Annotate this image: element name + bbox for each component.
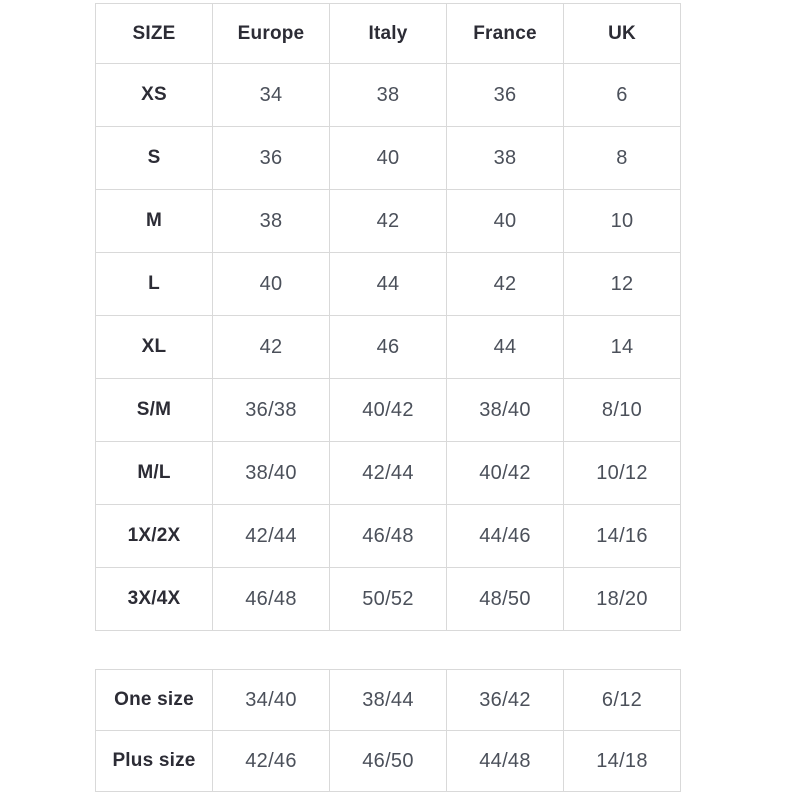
onesize-table-body: One size 34/40 38/44 36/42 6/12 Plus siz…: [95, 669, 681, 792]
value-cell: 46: [329, 315, 447, 379]
size-label-cell: 3X/4X: [95, 567, 213, 631]
value-cell: 44: [329, 252, 447, 316]
table-row-3x4x: 3X/4X 46/48 50/52 48/50 18/20: [95, 567, 681, 631]
column-header-france: France: [446, 3, 564, 64]
size-conversion-table: SIZE Europe Italy France UK XS 34 38 36 …: [95, 3, 681, 631]
column-header-europe: Europe: [212, 3, 330, 64]
column-header-italy: Italy: [329, 3, 447, 64]
value-cell: 12: [563, 252, 681, 316]
table-row-plussize: Plus size 42/46 46/50 44/48 14/18: [95, 730, 681, 792]
value-cell: 40/42: [329, 378, 447, 442]
table-row-onesize: One size 34/40 38/44 36/42 6/12: [95, 669, 681, 731]
value-cell: 8: [563, 126, 681, 190]
table-row-l: L 40 44 42 12: [95, 252, 681, 316]
value-cell: 42: [446, 252, 564, 316]
value-cell: 36/38: [212, 378, 330, 442]
value-cell: 44/48: [446, 730, 564, 792]
size-charts-container: SIZE Europe Italy France UK XS 34 38 36 …: [95, 3, 681, 792]
onesize-plussize-table: One size 34/40 38/44 36/42 6/12 Plus siz…: [95, 669, 681, 792]
value-cell: 36: [212, 126, 330, 190]
size-label-cell: 1X/2X: [95, 504, 213, 568]
value-cell: 42/44: [329, 441, 447, 505]
column-header-size: SIZE: [95, 3, 213, 64]
value-cell: 40: [329, 126, 447, 190]
table-row-ml: M/L 38/40 42/44 40/42 10/12: [95, 441, 681, 505]
value-cell: 42/46: [212, 730, 330, 792]
value-cell: 42: [212, 315, 330, 379]
value-cell: 38: [446, 126, 564, 190]
value-cell: 10/12: [563, 441, 681, 505]
value-cell: 14/18: [563, 730, 681, 792]
value-cell: 14: [563, 315, 681, 379]
header-row: SIZE Europe Italy France UK: [95, 3, 681, 64]
value-cell: 50/52: [329, 567, 447, 631]
size-label-cell: XL: [95, 315, 213, 379]
value-cell: 40: [212, 252, 330, 316]
value-cell: 38/44: [329, 669, 447, 731]
size-label-cell: S: [95, 126, 213, 190]
value-cell: 40/42: [446, 441, 564, 505]
value-cell: 36/42: [446, 669, 564, 731]
value-cell: 36: [446, 63, 564, 127]
value-cell: 18/20: [563, 567, 681, 631]
size-label-cell: One size: [95, 669, 213, 731]
value-cell: 6: [563, 63, 681, 127]
value-cell: 38/40: [446, 378, 564, 442]
value-cell: 38: [212, 189, 330, 253]
size-table-header: SIZE Europe Italy France UK: [95, 3, 681, 64]
size-label-cell: Plus size: [95, 730, 213, 792]
table-row-sm: S/M 36/38 40/42 38/40 8/10: [95, 378, 681, 442]
table-row-m: M 38 42 40 10: [95, 189, 681, 253]
value-cell: 38: [329, 63, 447, 127]
column-header-uk: UK: [563, 3, 681, 64]
size-label-cell: M: [95, 189, 213, 253]
size-label-cell: S/M: [95, 378, 213, 442]
size-label-cell: XS: [95, 63, 213, 127]
size-table-body: XS 34 38 36 6 S 36 40 38 8 M 38 42: [95, 63, 681, 631]
value-cell: 46/50: [329, 730, 447, 792]
value-cell: 44/46: [446, 504, 564, 568]
value-cell: 40: [446, 189, 564, 253]
table-row-1x2x: 1X/2X 42/44 46/48 44/46 14/16: [95, 504, 681, 568]
value-cell: 6/12: [563, 669, 681, 731]
value-cell: 34/40: [212, 669, 330, 731]
value-cell: 34: [212, 63, 330, 127]
value-cell: 46/48: [212, 567, 330, 631]
value-cell: 42: [329, 189, 447, 253]
value-cell: 14/16: [563, 504, 681, 568]
table-row-xs: XS 34 38 36 6: [95, 63, 681, 127]
value-cell: 8/10: [563, 378, 681, 442]
size-label-cell: L: [95, 252, 213, 316]
value-cell: 46/48: [329, 504, 447, 568]
table-row-s: S 36 40 38 8: [95, 126, 681, 190]
value-cell: 10: [563, 189, 681, 253]
table-row-xl: XL 42 46 44 14: [95, 315, 681, 379]
value-cell: 38/40: [212, 441, 330, 505]
value-cell: 48/50: [446, 567, 564, 631]
value-cell: 44: [446, 315, 564, 379]
value-cell: 42/44: [212, 504, 330, 568]
size-label-cell: M/L: [95, 441, 213, 505]
